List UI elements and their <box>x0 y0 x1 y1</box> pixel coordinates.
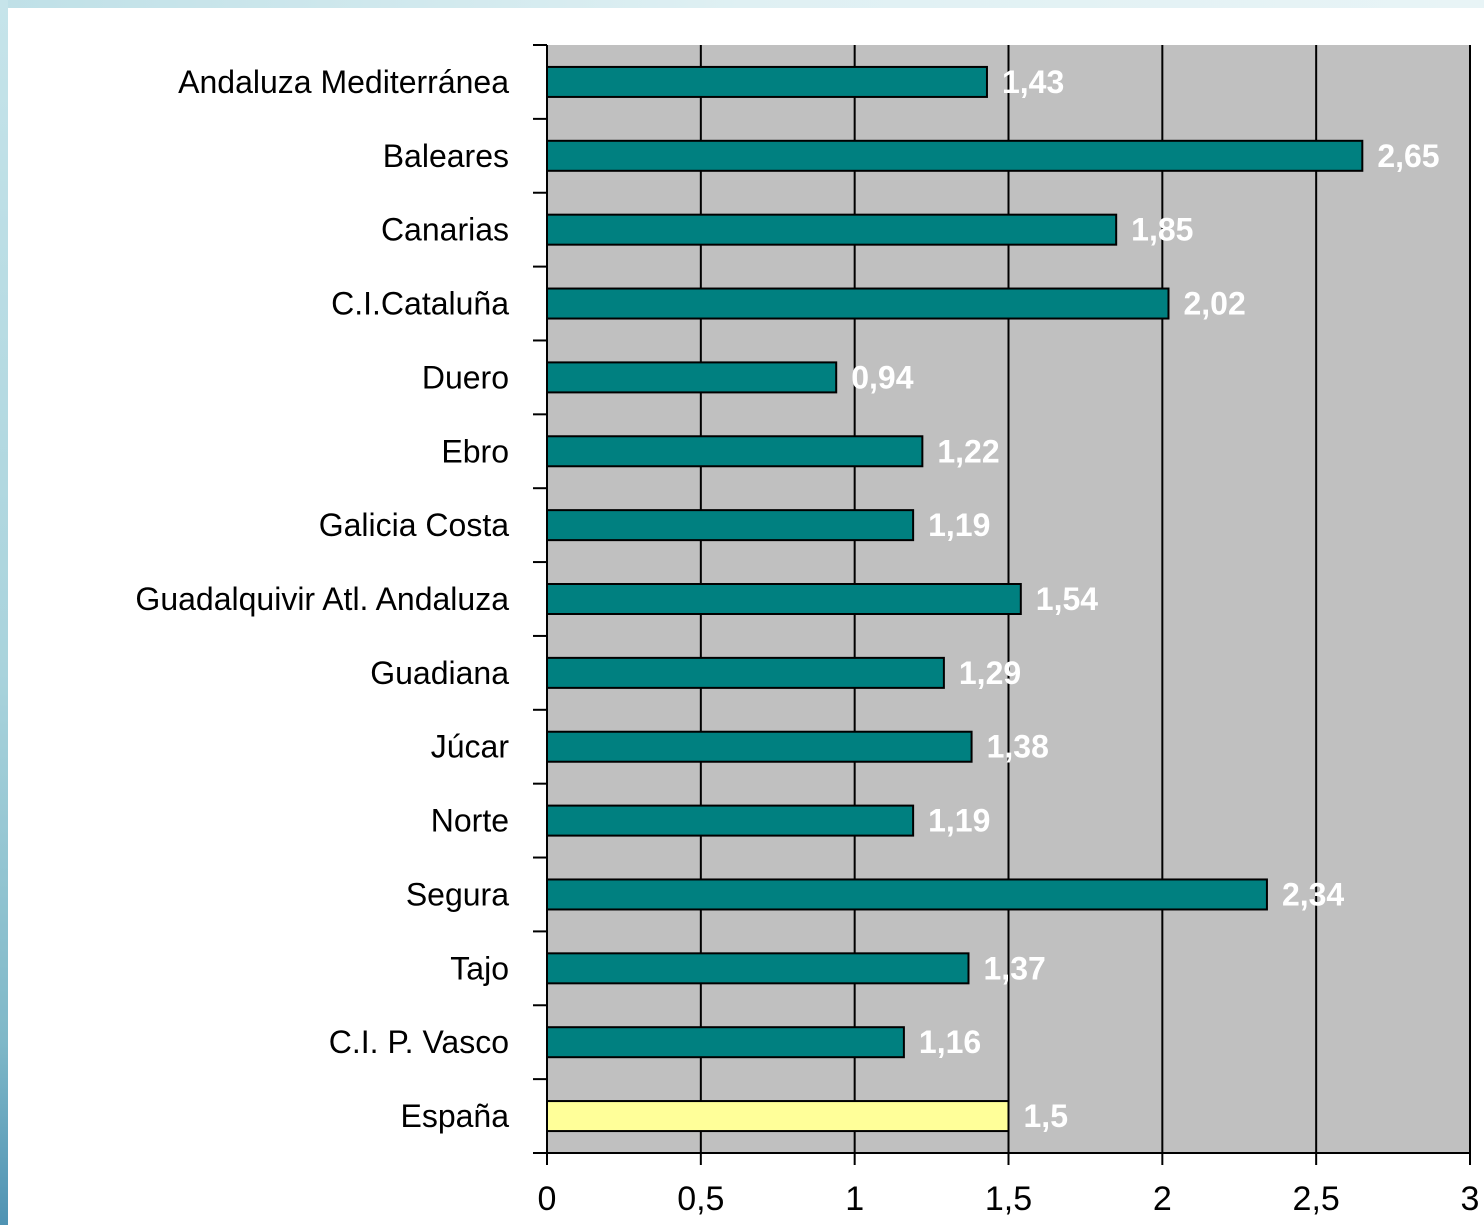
category-label: Ebro <box>441 433 509 469</box>
data-label: 1,54 <box>1036 581 1098 617</box>
window-left-border <box>0 0 8 1225</box>
x-tick-label: 0,5 <box>677 1180 724 1218</box>
category-label: C.I.Cataluña <box>331 286 509 322</box>
bar-item <box>546 804 915 837</box>
category-label: Canarias <box>381 212 509 248</box>
category-label: Júcar <box>431 729 510 765</box>
data-label: 1,5 <box>1024 1098 1068 1134</box>
x-tick-label: 2,5 <box>1293 1180 1340 1218</box>
bar-item <box>546 583 1022 615</box>
category-label: Segura <box>406 876 509 912</box>
bar-item <box>546 952 970 985</box>
bar-item <box>546 878 1268 911</box>
data-label: 2,02 <box>1183 286 1245 322</box>
category-label: Duero <box>422 359 509 395</box>
bar-item <box>546 287 1170 320</box>
category-label: Guadalquivir Atl. Andaluza <box>135 581 509 617</box>
bar-item <box>546 435 924 468</box>
category-label: Galicia Costa <box>319 507 510 543</box>
category-label: Baleares <box>383 138 509 174</box>
category-label: C.I. P. Vasco <box>329 1024 509 1060</box>
data-label: 1,85 <box>1131 212 1193 248</box>
data-label: 1,19 <box>928 803 990 839</box>
bar-item <box>546 139 1364 172</box>
category-label: Guadiana <box>370 655 509 691</box>
x-tick-label: 0 <box>538 1180 557 1218</box>
category-label: Tajo <box>450 950 509 986</box>
bar-item <box>546 213 1118 246</box>
bar-item <box>546 509 915 542</box>
data-label: 1,37 <box>984 950 1046 986</box>
bar-item <box>546 65 988 98</box>
data-label: 1,43 <box>1002 64 1064 100</box>
bar-highlight <box>546 1100 1010 1133</box>
data-label: 1,22 <box>937 433 999 469</box>
data-label: 1,38 <box>987 729 1049 765</box>
data-label: 1,16 <box>919 1024 981 1060</box>
window-top-border <box>0 0 1484 8</box>
data-label: 2,34 <box>1282 876 1344 912</box>
bar-item <box>546 361 838 394</box>
labels: 0 0,5 1 1,5 2 2,5 3 Andaluza Mediterránea 1,43 Ba… <box>135 64 1479 1218</box>
bar-item <box>546 1026 905 1059</box>
category-label: España <box>400 1098 509 1134</box>
x-tick-label: 2 <box>1153 1180 1172 1218</box>
x-tick-label: 3 <box>1461 1180 1480 1218</box>
data-label: 1,19 <box>928 507 990 543</box>
category-label: Andaluza Mediterránea <box>178 64 509 100</box>
data-label: 2,65 <box>1377 138 1439 174</box>
bar-item <box>546 656 945 689</box>
x-tick-label: 1,5 <box>985 1180 1032 1218</box>
x-tick-label: 1 <box>845 1180 864 1218</box>
data-label: 1,29 <box>959 655 1021 691</box>
category-label: Norte <box>431 803 509 839</box>
data-label: 0,94 <box>851 359 913 395</box>
bar-item <box>546 730 973 763</box>
bars <box>546 65 1364 1133</box>
